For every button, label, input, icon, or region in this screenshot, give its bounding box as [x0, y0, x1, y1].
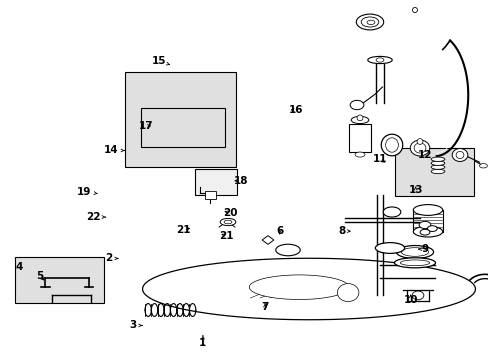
Text: 4: 4 — [16, 262, 23, 272]
Text: 14: 14 — [104, 145, 124, 156]
Ellipse shape — [350, 116, 368, 123]
Ellipse shape — [383, 207, 400, 217]
Text: 3: 3 — [129, 320, 142, 330]
Polygon shape — [262, 236, 273, 244]
Ellipse shape — [375, 243, 404, 253]
Text: 10: 10 — [403, 294, 417, 305]
Ellipse shape — [354, 152, 364, 157]
Text: 21: 21 — [176, 225, 190, 235]
Ellipse shape — [366, 20, 374, 24]
Ellipse shape — [394, 258, 435, 268]
Text: 8: 8 — [338, 226, 349, 236]
Bar — [15, 257, 103, 303]
Ellipse shape — [385, 138, 398, 152]
Ellipse shape — [430, 157, 444, 161]
Ellipse shape — [416, 139, 422, 144]
Ellipse shape — [400, 260, 429, 266]
Ellipse shape — [396, 246, 433, 258]
Ellipse shape — [356, 14, 383, 30]
Text: 19: 19 — [77, 186, 97, 197]
Text: 22: 22 — [85, 212, 105, 222]
Ellipse shape — [349, 100, 363, 110]
Ellipse shape — [430, 165, 444, 169]
Ellipse shape — [337, 284, 358, 302]
Ellipse shape — [249, 275, 348, 300]
Text: 7: 7 — [261, 302, 268, 312]
Ellipse shape — [412, 8, 417, 13]
Text: 11: 11 — [372, 154, 387, 164]
Text: 21: 21 — [218, 231, 233, 241]
Text: 1: 1 — [199, 336, 206, 348]
Ellipse shape — [455, 152, 463, 159]
Ellipse shape — [224, 220, 231, 224]
Ellipse shape — [419, 229, 429, 235]
Ellipse shape — [412, 226, 442, 237]
Ellipse shape — [430, 169, 444, 174]
Text: 20: 20 — [223, 208, 238, 218]
Ellipse shape — [451, 149, 467, 162]
Text: 15: 15 — [151, 56, 169, 66]
Text: 6: 6 — [276, 226, 283, 236]
Ellipse shape — [361, 17, 378, 27]
Ellipse shape — [430, 161, 444, 165]
Ellipse shape — [413, 143, 425, 153]
Ellipse shape — [409, 140, 429, 156]
Bar — [194, 169, 237, 195]
Ellipse shape — [418, 221, 430, 229]
Ellipse shape — [381, 134, 402, 156]
Bar — [348, 123, 370, 152]
Bar — [124, 72, 235, 167]
Text: 12: 12 — [417, 150, 432, 160]
Bar — [204, 192, 215, 199]
Ellipse shape — [479, 164, 487, 168]
Text: 18: 18 — [233, 176, 247, 186]
Ellipse shape — [412, 204, 442, 215]
Polygon shape — [142, 258, 474, 320]
Text: 5: 5 — [37, 271, 44, 281]
Text: 13: 13 — [407, 185, 422, 195]
Bar — [141, 108, 224, 147]
Ellipse shape — [367, 57, 391, 64]
Ellipse shape — [275, 244, 300, 256]
Ellipse shape — [411, 291, 423, 300]
Ellipse shape — [427, 226, 436, 231]
Ellipse shape — [220, 219, 235, 226]
Ellipse shape — [375, 58, 383, 62]
Text: 9: 9 — [418, 244, 428, 254]
Ellipse shape — [356, 115, 362, 121]
Bar — [394, 148, 473, 196]
Text: 2: 2 — [105, 253, 118, 264]
Text: 16: 16 — [288, 105, 303, 115]
Text: 17: 17 — [138, 121, 153, 131]
Ellipse shape — [401, 248, 428, 256]
